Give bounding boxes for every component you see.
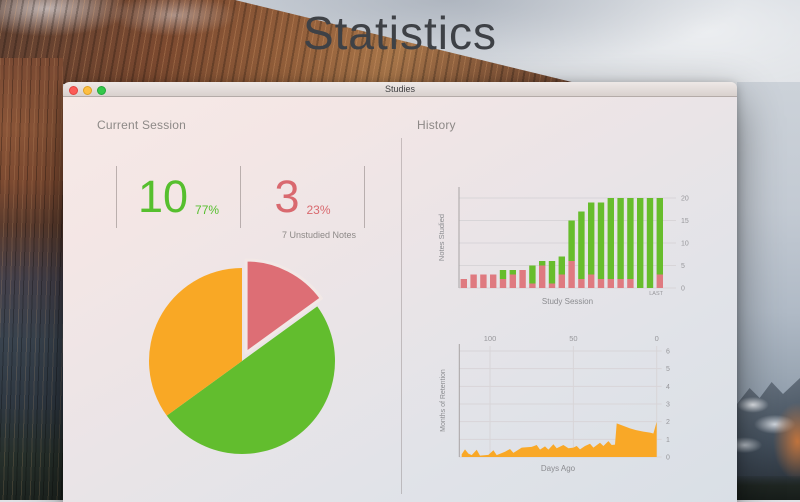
zoom-button[interactable]: [97, 85, 106, 95]
svg-text:6: 6: [666, 348, 670, 355]
svg-text:Months of Retention: Months of Retention: [440, 369, 447, 432]
current-session-header: Current Session: [97, 118, 187, 132]
svg-text:3: 3: [666, 401, 670, 408]
close-button[interactable]: [69, 85, 78, 95]
window-titlebar[interactable]: Studies: [63, 82, 737, 97]
window-content: Current Session 10 77% 3 23% 7 Unstudied…: [63, 97, 737, 502]
studied-percent: 77%: [195, 203, 220, 217]
svg-text:5: 5: [666, 366, 670, 373]
panel-divider: [401, 138, 402, 494]
svg-text:0: 0: [655, 334, 659, 343]
wallpaper-title: Statistics: [302, 7, 498, 59]
studied-count: 10: [137, 171, 189, 222]
missed-stat: 3 23%: [240, 166, 364, 228]
svg-text:Study Session: Study Session: [542, 297, 593, 306]
traffic-lights: [69, 85, 106, 95]
studied-stat: 10 77%: [117, 166, 240, 228]
session-stats-row: 10 77% 3 23%: [116, 166, 365, 228]
retention-area-chart: 0 1 2 3 4 5 6 100 50 0 Days Ago Months of Retention: [440, 334, 670, 473]
history-header: History: [417, 118, 456, 132]
svg-text:100: 100: [484, 334, 497, 343]
svg-text:20: 20: [681, 196, 689, 203]
missed-percent: 23%: [306, 203, 331, 217]
wallpaper-trees: [737, 476, 800, 500]
svg-text:5: 5: [681, 263, 685, 270]
session-pie-chart: [149, 258, 335, 454]
minimize-button[interactable]: [83, 85, 92, 95]
svg-text:50: 50: [569, 334, 577, 343]
svg-text:0: 0: [666, 455, 670, 462]
svg-text:1: 1: [666, 437, 670, 444]
svg-text:Notes Studied: Notes Studied: [437, 214, 446, 261]
svg-text:LAST: LAST: [649, 291, 663, 297]
wallpaper-cliff-left: [0, 58, 63, 500]
svg-text:2: 2: [666, 419, 670, 426]
window-title: Studies: [384, 84, 416, 94]
svg-text:0: 0: [681, 286, 685, 293]
svg-text:15: 15: [681, 218, 689, 225]
notes-studied-bar-chart: 0 5 10 15 20 LAST Study Session Notes Studied: [437, 187, 689, 306]
svg-text:Days Ago: Days Ago: [541, 464, 576, 473]
studies-window: Current Session 10 77% 3 23% 7 Unstudied…: [63, 82, 737, 502]
svg-text:4: 4: [666, 384, 670, 391]
missed-count: 3: [274, 171, 300, 222]
svg-text:10: 10: [681, 241, 689, 248]
unstudied-notes-label: 7 Unstudied Notes: [281, 230, 356, 240]
